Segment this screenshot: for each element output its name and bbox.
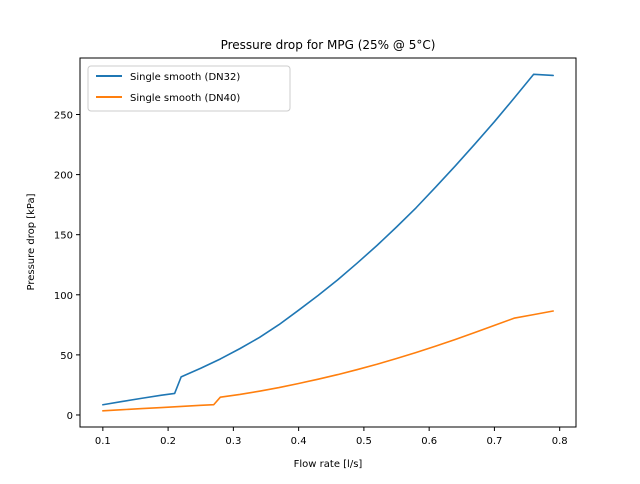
y-tick-label: 0 — [67, 411, 73, 422]
y-tick-label: 50 — [60, 351, 73, 362]
x-axis-ticks: 0.1 0.2 0.3 0.4 0.5 0.6 0.7 0.8 — [95, 427, 568, 447]
y-tick-label: 100 — [54, 291, 73, 302]
y-tick-label: 200 — [54, 171, 73, 182]
x-tick-label: 0.8 — [552, 436, 568, 447]
legend-box — [87, 65, 291, 112]
legend-label-dn40: Single smooth (DN40) — [130, 93, 240, 104]
y-tick-label: 150 — [54, 231, 73, 242]
legend: Single smooth (DN32) Single smooth (DN40… — [87, 65, 291, 112]
plot-area — [79, 57, 577, 428]
x-tick-label: 0.1 — [95, 436, 111, 447]
y-tick-label: 250 — [54, 110, 73, 121]
x-tick-label: 0.2 — [160, 436, 176, 447]
series-layer — [102, 73, 554, 412]
x-tick-label: 0.6 — [421, 436, 437, 447]
legend-label-dn32: Single smooth (DN32) — [130, 72, 240, 83]
series-line-dn40 — [102, 310, 554, 412]
y-axis-ticks: 0 50 100 150 200 250 — [54, 110, 80, 422]
series-line-dn32 — [102, 73, 554, 406]
x-tick-label: 0.4 — [291, 436, 307, 447]
chart-title: Pressure drop for MPG (25% @ 5°C) — [221, 38, 436, 52]
x-tick-label: 0.3 — [225, 436, 241, 447]
x-tick-label: 0.7 — [486, 436, 502, 447]
x-tick-label: 0.5 — [356, 436, 372, 447]
x-axis-label: Flow rate [l/s] — [294, 459, 363, 470]
axes-frame — [79, 57, 577, 428]
y-axis-label: Pressure drop [kPa] — [26, 193, 37, 290]
